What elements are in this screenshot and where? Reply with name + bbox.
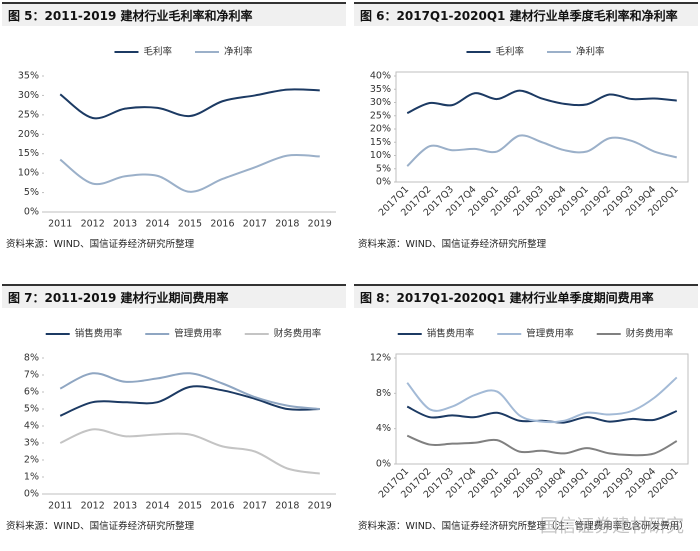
figure-title: 图 8：2017Q1-2020Q1 建材行业单季度期间费用率 [354,284,698,308]
y-tick-label: 25% [370,110,391,121]
x-tick-label: 2013 [113,501,137,512]
x-tick-label: 2019 [308,501,332,512]
y-tick-label: 30% [18,90,39,101]
y-tick-label: 20% [18,129,39,140]
x-tick-label: 2014 [145,219,169,230]
legend-label: 净利率 [224,46,253,58]
x-tick-label: 2018 [275,501,299,512]
y-tick-label: 8% [24,353,39,364]
y-tick-label: 2% [24,455,39,466]
x-tick-label: 2016 [210,219,234,230]
legend-label: 销售费用率 [427,328,475,340]
legend-label: 销售费用率 [75,328,123,340]
legend-label: 管理费用率 [174,328,222,340]
plot-frame [395,353,689,465]
y-tick-label: 40% [370,71,391,82]
series-line [406,434,678,457]
x-tick-label: 2012 [81,219,105,230]
y-tick-label: 5% [24,404,39,415]
y-tick-label: 5% [24,187,39,198]
y-tick-label: 15% [370,137,391,148]
series-line [59,372,320,410]
y-tick-label: 6% [24,387,39,398]
legend-label: 财务费用率 [626,328,674,340]
x-tick-label: 2018 [275,219,299,230]
figure-title: 图 5：2011-2019 建材行业毛利率和净利率 [2,2,346,26]
y-tick-label: 3% [24,438,39,449]
x-tick-label: 2019 [308,219,332,230]
y-tick-label: 10% [370,150,391,161]
y-tick-label: 0% [24,207,39,218]
x-tick-label: 2012 [81,501,105,512]
source-note: 资料来源：WIND、国信证券经济研究所整理 [358,239,547,250]
figure-title: 图 7：2011-2019 建材行业期间费用率 [2,284,346,308]
plot-frame [395,71,689,183]
x-tick-label: 2015 [178,219,202,230]
y-tick-label: 30% [370,97,391,108]
chart: 0%4%8%12%2017Q12017Q22017Q32017Q42018Q12… [370,328,689,501]
y-tick-label: 15% [18,148,39,159]
x-tick-label: 2011 [48,501,72,512]
y-tick-label: 10% [18,168,39,179]
watermark: 国信证券建材研究 [540,516,684,537]
chart: 0% 1% 2% 3% 4% 5% 6% 7% 8% 2011 2012 2013 2014 2015 20… [24,328,336,512]
x-tick-label: 2013 [113,219,137,230]
x-tick-label: 2016 [210,501,234,512]
y-tick-label: 0% [376,177,391,188]
figure-title: 图 6：2017Q1-2020Q1 建材行业单季度毛利率和净利率 [354,2,698,26]
source-note: 资料来源：WIND、国信证券经济研究所整理 [6,521,195,532]
y-tick-label: 35% [370,84,391,95]
series-line [59,385,320,417]
x-tick-label: 2011 [48,219,72,230]
x-tick-label: 2017 [243,501,267,512]
y-tick-label: 8% [376,388,391,399]
x-tick-label: 2017 [243,219,267,230]
chart: 0% 5% 10% 15% 20% 25% 30% 35% 2011 2012 2013 2014 20… [18,46,336,230]
series-line [59,428,320,475]
y-tick-label: 25% [18,109,39,120]
y-tick-label: 1% [24,472,39,483]
y-tick-label: 4% [24,421,39,432]
legend-label: 净利率 [576,46,605,58]
x-tick-label: 2015 [178,501,202,512]
y-tick-label: 0% [24,489,39,500]
y-tick-label: 12% [370,353,391,364]
series-line [406,134,678,167]
series-line [59,153,320,193]
y-tick-label: 0% [376,459,391,470]
y-tick-label: 35% [18,71,39,82]
y-tick-label: 4% [376,423,391,434]
x-tick-label: 2014 [145,501,169,512]
legend-label: 毛利率 [143,46,172,58]
source-note: 资料来源：WIND、国信证券经济研究所整理 [6,239,195,250]
y-tick-label: 5% [376,163,391,174]
series-line [59,88,320,120]
series-line [406,89,677,115]
y-tick-label: 20% [370,124,391,135]
y-tick-label: 7% [24,370,39,381]
legend-label: 财务费用率 [274,328,322,340]
series-line [406,376,678,424]
chart: 0%5%10%15%20%25%30%35%40%2017Q12017Q2201… [370,46,689,219]
legend-label: 毛利率 [495,46,524,58]
legend-label: 管理费用率 [526,328,574,340]
source-note: 资料来源：WIND、国信证券经济研究所整理（注：管理费用率包含研发费用） [358,521,689,532]
